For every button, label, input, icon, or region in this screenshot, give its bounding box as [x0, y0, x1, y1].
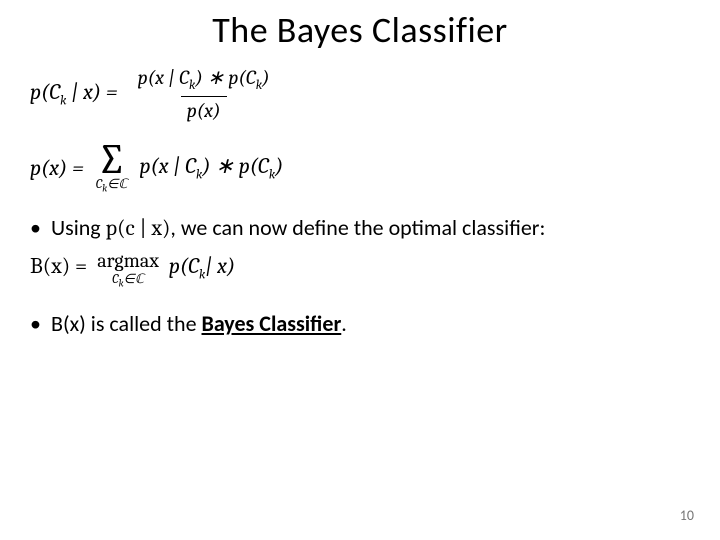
bullet-dot-icon: • — [30, 214, 46, 241]
equation-posterior: p(Ck | x) = p(x | Ck) ∗ p(Ck) p(x) — [30, 66, 690, 123]
eq2-rhs: p(x | Ck) ∗ p(Ck) — [139, 153, 283, 183]
argmax-subscript: Ck∈ℂ — [112, 273, 144, 289]
eq1-numerator: p(x | Ck) ∗ p(Ck) — [132, 66, 276, 96]
eq3-rhs: p(Ck| x) — [169, 251, 235, 282]
argmax-symbol: argmax Ck∈ℂ — [97, 251, 159, 289]
bullet-dot-icon: • — [30, 310, 46, 337]
eq2-lhs: p(x) = — [30, 155, 84, 181]
bullet-called: • B(x) is called the Bayes Classifier. — [30, 310, 690, 337]
eq1-lhs: p(Ck | x) = — [30, 79, 118, 109]
sigma-symbol: ∑ Ck∈ℂ — [96, 143, 128, 194]
slide: The Bayes Classifier p(Ck | x) = p(x | C… — [0, 0, 720, 540]
sigma-subscript: Ck∈ℂ — [96, 178, 128, 194]
eq3-lhs: B(x) = — [30, 251, 87, 279]
eq1-fraction: p(x | Ck) ∗ p(Ck) p(x) — [132, 66, 276, 123]
term-bayes-classifier: Bayes Classifier — [202, 310, 342, 337]
equation-bayes-classifier: B(x) = argmax Ck∈ℂ p(Ck| x) — [30, 251, 690, 289]
equation-marginal: p(x) = ∑ Ck∈ℂ p(x | Ck) ∗ p(Ck) — [30, 143, 690, 194]
slide-title: The Bayes Classifier — [30, 8, 690, 52]
bullet-using: • Using p(c | x), we can now define the … — [30, 214, 690, 241]
page-number: 10 — [680, 507, 694, 524]
eq1-denominator: p(x) — [181, 96, 227, 123]
